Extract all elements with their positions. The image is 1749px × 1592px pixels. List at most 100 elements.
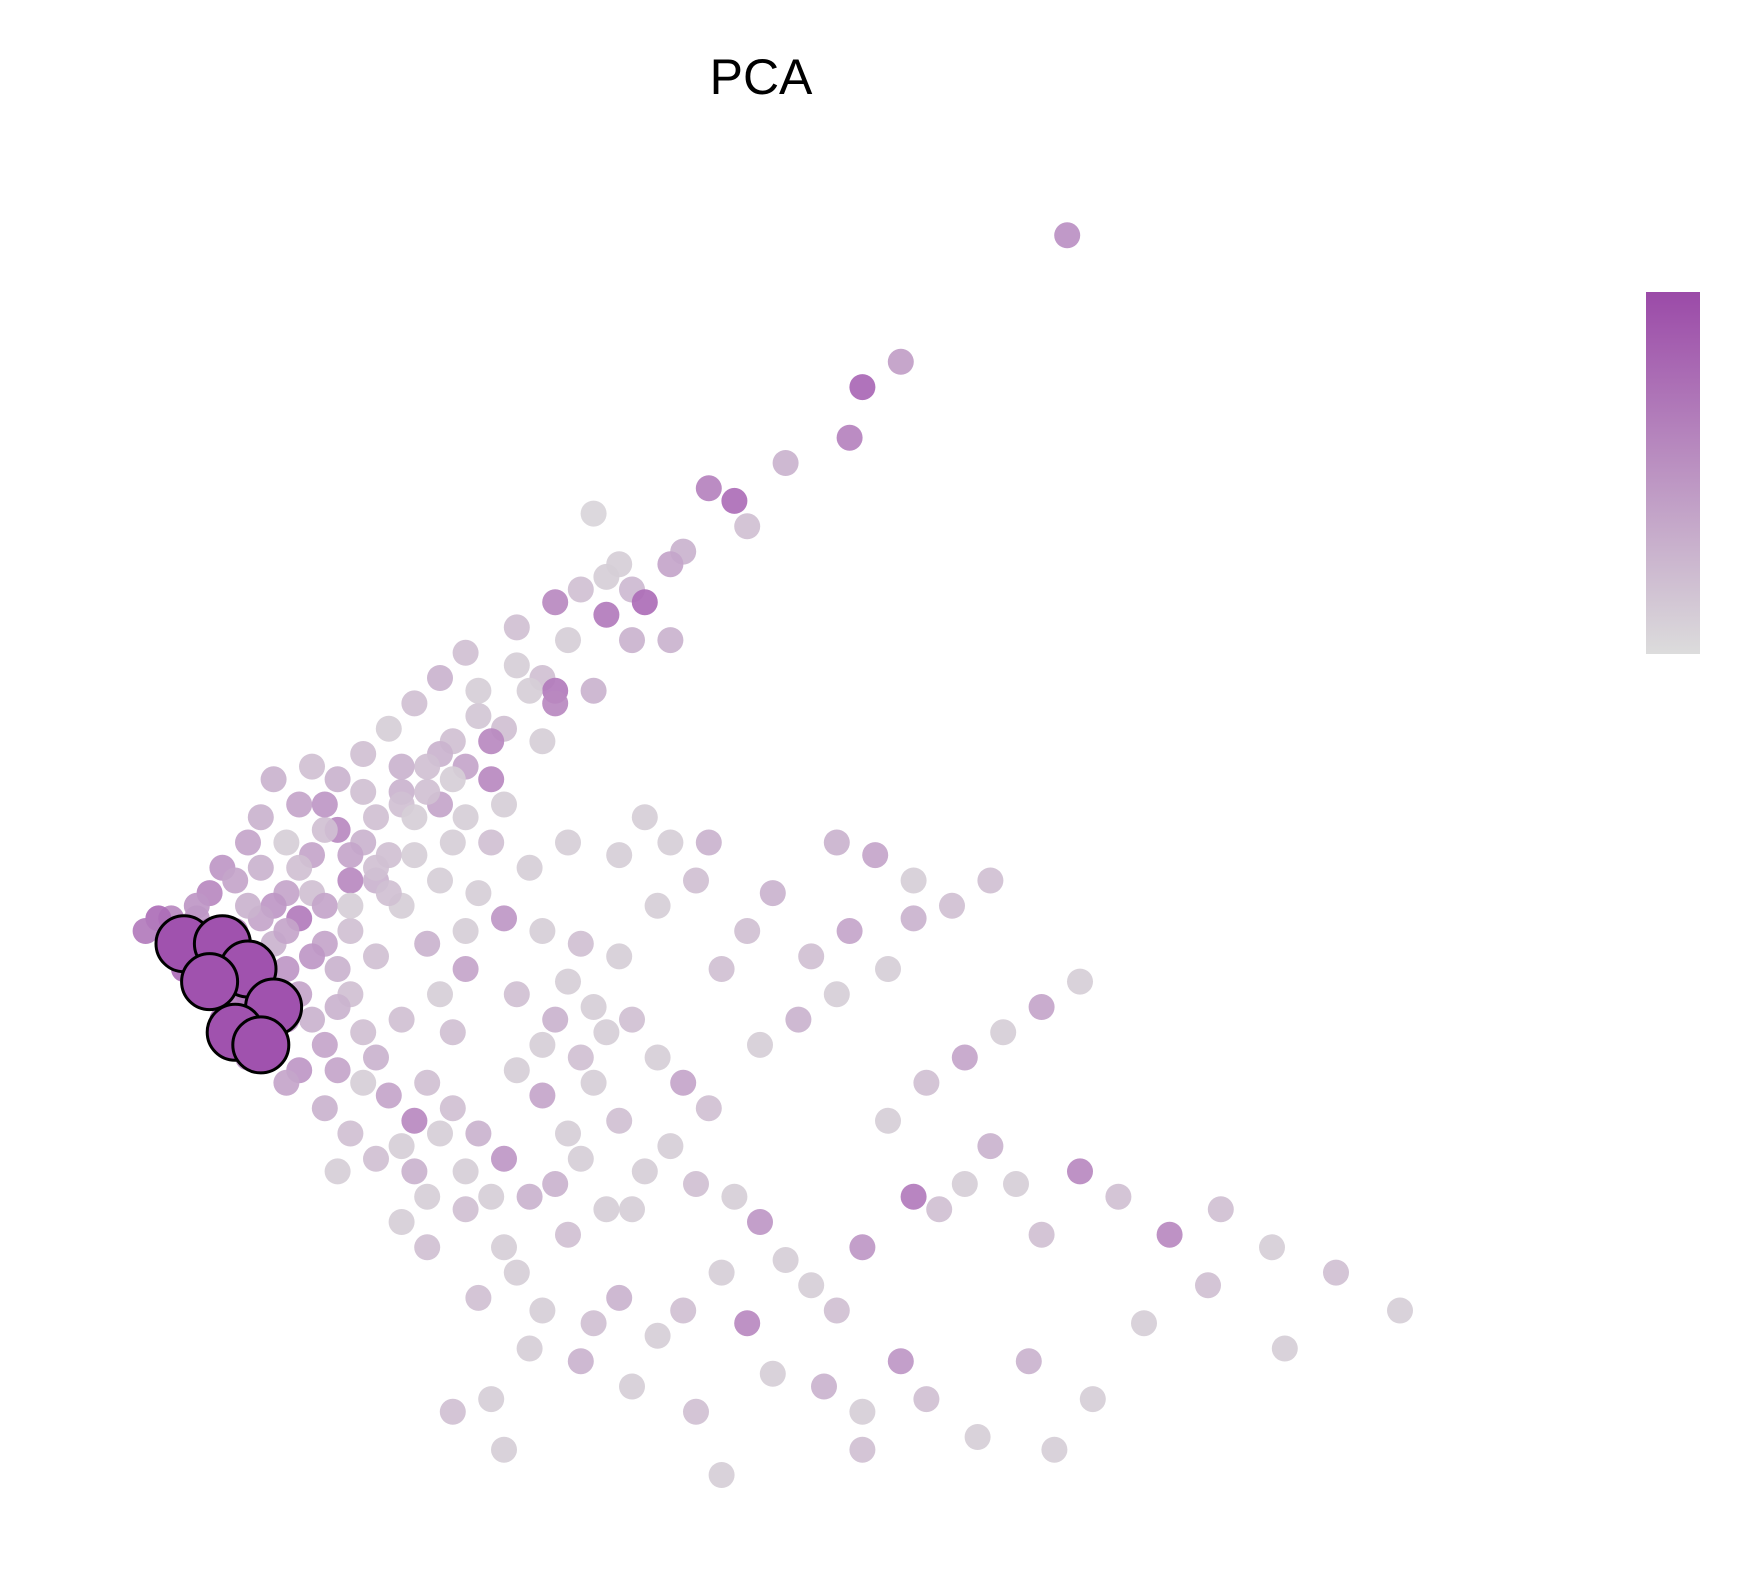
data-point [350, 1069, 377, 1096]
data-point [311, 791, 338, 818]
data-point [798, 943, 825, 970]
data-point [721, 487, 748, 514]
data-point [311, 892, 338, 919]
data-point [439, 1095, 466, 1122]
data-point [363, 943, 389, 970]
data-point [913, 1386, 940, 1413]
data-point [977, 1133, 1004, 1160]
data-point [823, 1297, 850, 1324]
data-point [235, 892, 261, 919]
data-point [567, 930, 594, 957]
data-point [273, 829, 300, 856]
data-point [1067, 1158, 1093, 1185]
colorbar-gradient [1646, 292, 1700, 654]
data-point [657, 829, 684, 856]
data-point [350, 1019, 377, 1046]
data-point [247, 854, 274, 881]
data-point [631, 804, 658, 831]
data-point [811, 1373, 837, 1400]
data-point [619, 1006, 645, 1033]
data-point [1131, 1310, 1157, 1337]
data-point [734, 918, 761, 944]
data-point [580, 1310, 607, 1337]
data-point [1079, 1386, 1106, 1413]
data-point [593, 1019, 620, 1046]
data-point [299, 943, 325, 970]
data-point [683, 1171, 709, 1197]
highlighted-point [231, 1015, 291, 1075]
data-point [503, 1057, 530, 1084]
data-point [478, 1183, 505, 1210]
data-point [849, 1398, 876, 1425]
data-point [606, 551, 633, 578]
data-point [759, 1360, 786, 1387]
data-point [503, 652, 530, 679]
data-point [555, 968, 581, 995]
data-point [619, 627, 645, 654]
data-point [555, 1221, 581, 1248]
data-point [670, 1297, 697, 1324]
data-point [465, 703, 492, 729]
data-point [452, 956, 479, 982]
data-point [619, 1373, 645, 1400]
data-point [516, 854, 543, 881]
data-point [619, 1196, 645, 1223]
data-point [465, 1120, 492, 1147]
data-point [567, 1044, 594, 1071]
data-point [631, 1158, 658, 1185]
data-point [375, 880, 402, 907]
data-point [427, 981, 453, 1008]
data-point [311, 1095, 338, 1122]
data-point [683, 1398, 709, 1425]
data-point [542, 1171, 569, 1197]
data-point [311, 816, 338, 843]
data-point [452, 918, 479, 944]
data-point [491, 905, 517, 932]
data-point [311, 1031, 338, 1058]
data-point [452, 1158, 479, 1185]
data-point [657, 551, 684, 578]
data-point [414, 753, 441, 780]
data-point [708, 956, 735, 982]
data-point [363, 1145, 389, 1172]
data-point [529, 1297, 556, 1324]
data-point [414, 930, 441, 957]
data-point [478, 728, 505, 755]
data-point [273, 1069, 300, 1096]
data-point [529, 1031, 556, 1058]
data-point [260, 766, 287, 793]
data-point [427, 665, 453, 691]
data-point [337, 918, 364, 944]
data-point [772, 1247, 799, 1273]
data-point [183, 892, 210, 919]
data-point [1041, 1436, 1068, 1463]
data-point [388, 753, 415, 780]
data-point [542, 1006, 569, 1033]
data-point [529, 1082, 556, 1109]
data-point [1003, 1171, 1029, 1197]
data-point [363, 804, 389, 831]
data-point [683, 867, 709, 894]
data-point [1195, 1272, 1221, 1299]
data-point [644, 1044, 671, 1071]
data-point [350, 741, 377, 767]
data-point [247, 804, 274, 831]
data-point [1105, 1183, 1132, 1210]
data-point [900, 905, 927, 932]
data-point [337, 842, 364, 869]
data-point [1028, 1221, 1055, 1248]
data-point [708, 1259, 735, 1286]
data-point [273, 956, 300, 982]
data-point [708, 1462, 735, 1488]
data-point [951, 1171, 978, 1197]
data-point [593, 601, 620, 628]
data-point [324, 766, 351, 793]
highlighted-points [154, 914, 304, 1075]
data-point [1067, 968, 1093, 995]
data-point [324, 956, 351, 982]
data-point [273, 918, 300, 944]
data-point [388, 1133, 415, 1160]
data-point [286, 854, 313, 881]
data-point [401, 1107, 428, 1134]
